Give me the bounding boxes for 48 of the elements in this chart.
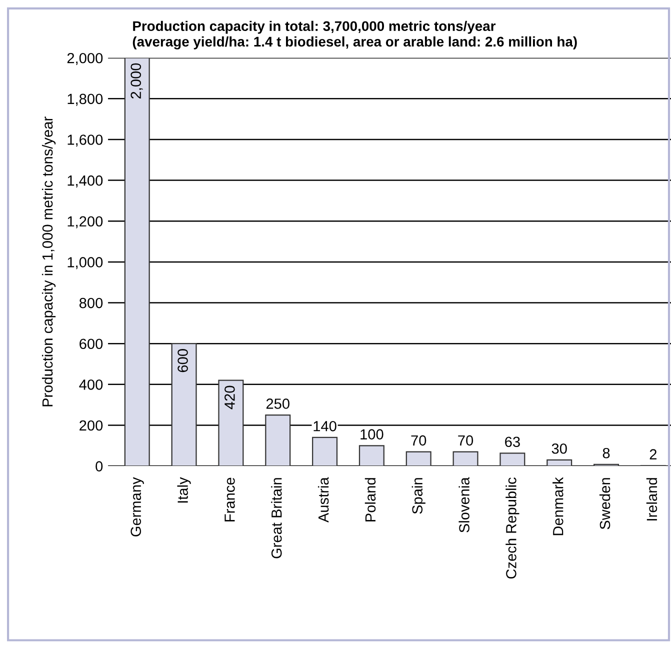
- x-tick-label: France: [224, 478, 235, 522]
- chart-title: Production capacity in total: 3,700,000 metric tons/year: [133, 20, 496, 34]
- data-label: 70: [458, 435, 474, 446]
- x-tick-label: Austria: [318, 477, 329, 523]
- chart-subtitle: (average yield/ha: 1.4 t biodiesel, area or arable land: 2.6 million ha): [132, 36, 577, 50]
- data-label: 63: [505, 436, 520, 448]
- data-label: 2: [650, 449, 656, 460]
- y-axis-title: Production capacity in 1,000 metric tons/year: [42, 116, 56, 406]
- y-tick-label: 400: [79, 380, 103, 390]
- data-label: 420: [224, 386, 235, 410]
- y-tick-label: 1,200: [68, 216, 103, 228]
- x-tick-label: Czech Republic: [506, 478, 520, 579]
- y-tick-label: 800: [79, 298, 103, 308]
- bar: [265, 414, 291, 466]
- bar: [171, 343, 197, 466]
- x-tick-label: Denmark: [552, 477, 564, 536]
- y-tick-label: 1,000: [68, 257, 103, 270]
- bar: [358, 445, 384, 466]
- bar: [500, 452, 526, 466]
- data-label: 2,000: [130, 63, 143, 99]
- bar: [406, 451, 432, 466]
- y-tick-label: 0: [96, 461, 103, 472]
- x-tick-label: Germany: [130, 477, 144, 536]
- bar: [312, 436, 338, 466]
- y-tick-label: 200: [80, 420, 103, 431]
- x-tick-label: Great Britain: [271, 478, 282, 558]
- x-tick-label: Sweden: [599, 478, 610, 530]
- y-tick-label: 1,800: [68, 94, 103, 106]
- x-tick-label: Slovenia: [458, 477, 470, 532]
- data-label: 250: [266, 398, 290, 409]
- x-tick-label: Ireland: [646, 478, 658, 520]
- x-tick-label: Poland: [364, 478, 376, 522]
- data-label: 30: [552, 443, 567, 454]
- data-label: 8: [602, 448, 610, 458]
- y-tick-label: 2,000: [67, 52, 103, 65]
- y-tick-label: 1,600: [68, 134, 103, 147]
- data-label: 70: [411, 435, 426, 446]
- data-label: 100: [360, 429, 384, 440]
- y-tick-label: 1,400: [68, 175, 103, 188]
- bar: [546, 459, 572, 466]
- x-tick-label: Italy: [177, 477, 191, 503]
- y-tick-label: 600: [80, 338, 103, 350]
- x-tick-label: Spain: [412, 478, 426, 514]
- bar: [452, 451, 478, 466]
- bar: [218, 380, 244, 466]
- data-label: 600: [178, 349, 188, 372]
- data-label: 140: [314, 421, 336, 432]
- bar: [124, 58, 150, 466]
